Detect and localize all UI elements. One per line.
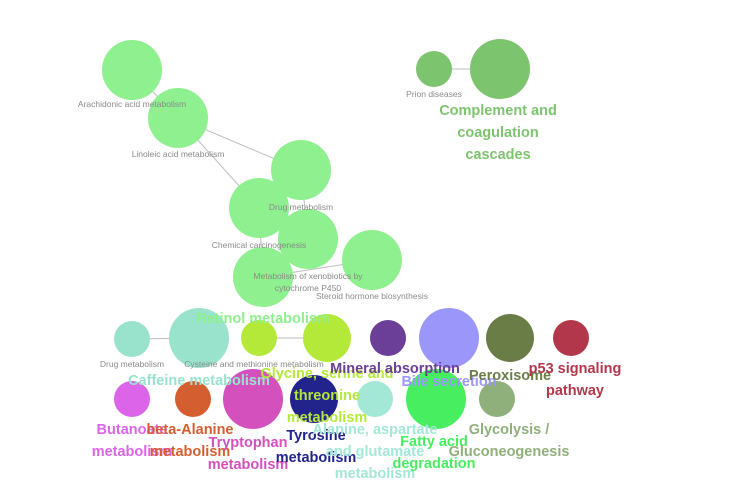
complement-coagulation-node-label: Complement and coagulation cascades xyxy=(439,103,557,163)
fatty-acid-degradation-node-label: Fatty acid degradation xyxy=(393,434,476,472)
alanine-aspartate-glutamate-node-label: Alanine, aspartate and glutamate metabolis… xyxy=(313,422,438,482)
prion-diseases-node-label: Prion diseases xyxy=(406,89,462,99)
cysteine-methionine-node[interactable] xyxy=(169,308,229,368)
complement-coagulation-node[interactable] xyxy=(470,39,530,99)
butanoate-metabolism-node-label: Butanoate metabolism xyxy=(92,422,173,460)
beta-alanine-metabolism-node[interactable] xyxy=(175,381,211,417)
linoleic-acid-metabolism-node-label: Linoleic acid metabolism xyxy=(132,149,225,159)
arachidonic-acid-metabolism-node[interactable] xyxy=(102,40,162,100)
chemical-carcinogenesis-node-label: Chemical carcinogenesis xyxy=(212,240,307,250)
glycolysis-gluconeogenesis-node[interactable] xyxy=(479,381,515,417)
drug-metabolism-other-node[interactable] xyxy=(114,321,150,357)
glycine-serine-threonine-node-label: Glycine, serine and threonine metabolism xyxy=(261,366,394,426)
bile-secretion-node[interactable] xyxy=(419,308,479,368)
drug-metabolism-other-node-label: Drug metabolism xyxy=(100,359,164,369)
retinol-metabolism-node-label: Retinol metabolism xyxy=(196,311,330,327)
bile-secretion-node-label: Bile secretion xyxy=(401,374,496,390)
mineral-absorption-node-label: Mineral absorption xyxy=(330,361,460,377)
labels-layer: Arachidonic acid metabolism Linoleic acid… xyxy=(78,89,621,482)
peroxisome-node[interactable] xyxy=(486,314,534,362)
metabolism-of-xenobiotics-node-label: Metabolism of xenobiotics by cytochrome P… xyxy=(253,271,363,293)
p53-signaling-node[interactable] xyxy=(553,320,589,356)
chemical-carcinogenesis-node[interactable] xyxy=(229,178,289,238)
steroid-hormone-biosynthesis-node-label: Steroid hormone biosynthesis xyxy=(316,291,428,301)
metabolism-of-xenobiotics-node[interactable] xyxy=(278,209,338,269)
glycolysis-gluconeogenesis-node-label: Glycolysis / Gluconeogenesis xyxy=(449,422,570,460)
tyrosine-metabolism-node[interactable] xyxy=(290,375,338,423)
arachidonic-acid-metabolism-node-label: Arachidonic acid metabolism xyxy=(78,99,186,109)
tryptophan-metabolism-node-label: Tryptophan metabolism xyxy=(208,435,289,473)
cysteine-methionine-node-label: Cysteine and methionine metabolism xyxy=(184,359,323,369)
p53-signaling-node-label: p53 signaling pathway xyxy=(529,361,622,399)
prion-diseases-node[interactable] xyxy=(416,51,452,87)
fatty-acid-degradation-node[interactable] xyxy=(406,369,466,429)
glycine-serine-node-a[interactable] xyxy=(241,320,277,356)
drug-metabolism-node-label: Drug metabolism xyxy=(269,202,333,212)
nodes-layer xyxy=(102,39,589,429)
alanine-aspartate-glutamate-node[interactable] xyxy=(357,381,393,417)
tryptophan-metabolism-node[interactable] xyxy=(223,369,283,429)
drug-metabolism-node[interactable] xyxy=(271,140,331,200)
glycine-serine-threonine-node[interactable] xyxy=(303,314,351,362)
steroid-hormone-biosynthesis-node[interactable] xyxy=(342,230,402,290)
butanoate-metabolism-node[interactable] xyxy=(114,381,150,417)
mineral-absorption-node[interactable] xyxy=(370,320,406,356)
retinol-metabolism-node[interactable] xyxy=(233,247,293,307)
caffeine-metabolism-node-label: Caffeine metabolism xyxy=(128,373,270,389)
beta-alanine-metabolism-node-label: beta-Alanine metabolism xyxy=(146,422,233,460)
linoleic-acid-metabolism-node[interactable] xyxy=(148,88,208,148)
peroxisome-node-label: Peroxisome xyxy=(469,368,551,384)
tyrosine-metabolism-node-label: Tyrosine metabolism xyxy=(276,428,357,466)
